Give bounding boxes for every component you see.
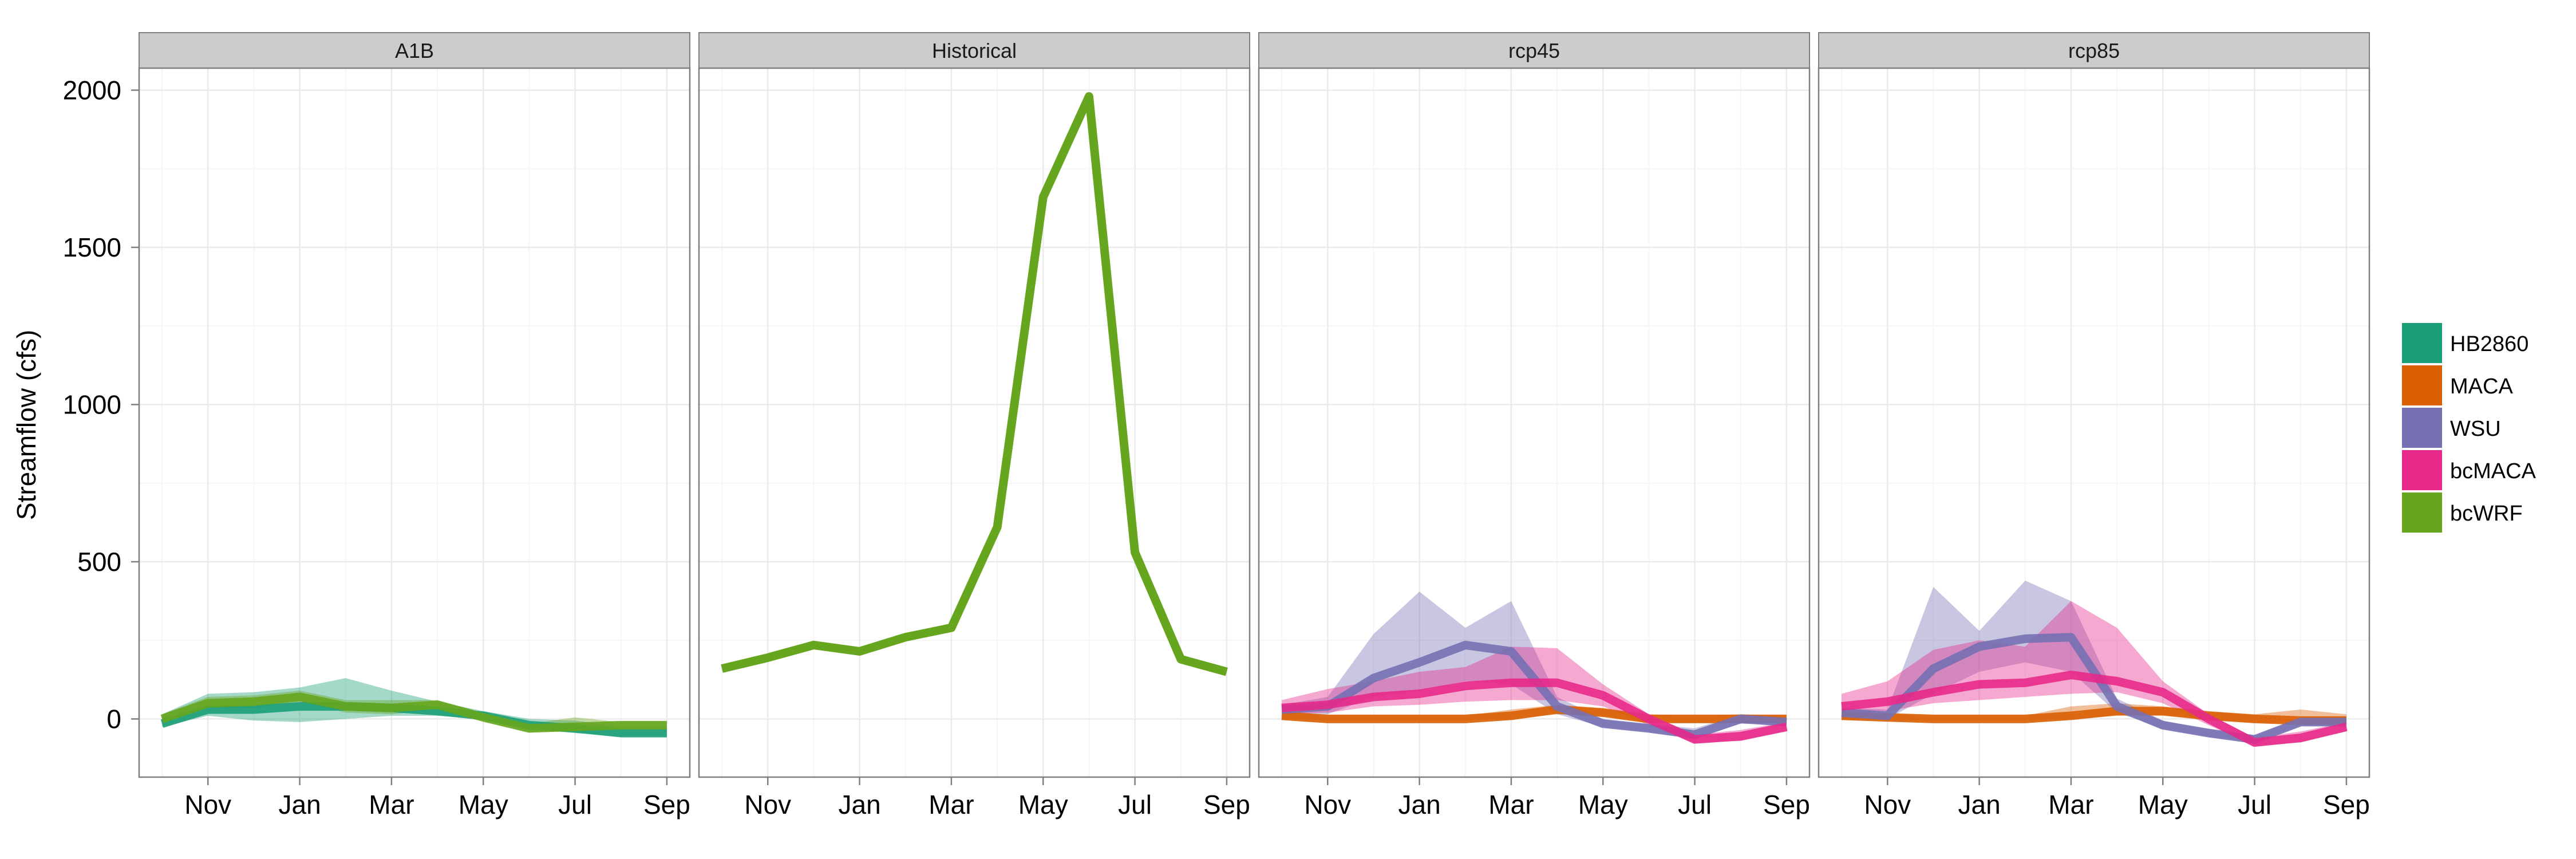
y-tick-label: 0 xyxy=(106,704,121,734)
x-tick-label: Mar xyxy=(1488,790,1534,819)
legend-item-wsu: WSU xyxy=(2400,405,2501,450)
y-axis: 0 500 1000 1500 2000 xyxy=(63,75,139,734)
legend-label: WSU xyxy=(2450,417,2501,441)
x-tick-label: Sep xyxy=(2323,790,2370,819)
x-tick-label: Jul xyxy=(558,790,592,819)
series-line-bcmaca xyxy=(1841,671,2348,747)
plot-background xyxy=(1819,68,2369,777)
y-tick-label: 1500 xyxy=(63,233,121,262)
legend-swatch xyxy=(2402,365,2442,405)
y-tick-label: 2000 xyxy=(63,75,121,105)
series-line-maca xyxy=(1841,707,2346,725)
x-tick-label: Jan xyxy=(838,790,880,819)
x-tick-label: May xyxy=(2138,790,2188,819)
series-line-wsu xyxy=(1841,633,2346,744)
legend-item-maca: MACA xyxy=(2400,363,2513,408)
series-line-maca xyxy=(1281,705,1787,723)
x-tick-label: Jul xyxy=(1678,790,1712,819)
legend-item-bcwrf: bcWRF xyxy=(2400,490,2523,535)
series-line-bcmaca xyxy=(1281,678,1788,744)
legend-label: MACA xyxy=(2450,375,2513,399)
x-tick-label: Nov xyxy=(1864,790,1911,819)
x-tick-label: Sep xyxy=(643,790,690,819)
x-tick-label: Jan xyxy=(1958,790,2000,819)
x-tick-label: Mar xyxy=(2048,790,2093,819)
facet-strip-label: Historical xyxy=(932,39,1017,62)
legend-swatch xyxy=(2402,492,2442,533)
facet-strip xyxy=(1818,32,2370,69)
plot-background xyxy=(1259,68,1809,777)
x-tick-label: Jul xyxy=(2238,790,2271,819)
facet-panel-historical: Historical Nov Jan Mar May Jul Sep xyxy=(698,32,1251,819)
x-tick-label: Nov xyxy=(184,790,231,819)
legend-swatch xyxy=(2402,408,2442,448)
panel-border xyxy=(1818,67,2370,778)
legend-label: bcMACA xyxy=(2450,459,2537,483)
series-line-bcwrf xyxy=(160,692,667,733)
series-line-bcwrf xyxy=(721,92,1228,676)
x-tick-label: Mar xyxy=(929,790,974,819)
x-tick-label: May xyxy=(1578,790,1628,819)
ribbon-bcmaca xyxy=(1282,647,1787,743)
legend-item-hb2860: HB2860 xyxy=(2400,321,2528,365)
facet-panel-rcp85: rcp85 Nov Jan Mar May Jul Sep xyxy=(1818,32,2370,819)
facet-strip xyxy=(139,32,690,69)
legend-swatch xyxy=(2402,323,2442,363)
legend-label: bcWRF xyxy=(2450,502,2523,526)
panel-border xyxy=(138,67,691,778)
legend: HB2860 MACA WSU bcMACA bcWRF xyxy=(2400,321,2537,535)
panel-border xyxy=(1258,67,1811,778)
y-tick-label: 1000 xyxy=(63,389,121,419)
x-tick-label: Nov xyxy=(1304,790,1351,819)
plot-background xyxy=(139,68,690,777)
panels-layer: A1B Nov Jan Mar May Jul Sep Historical Nov Jan Mar… xyxy=(138,32,2370,819)
facet-panel-rcp45: rcp45 Nov Jan Mar May Jul Sep xyxy=(1258,32,1811,819)
facet-strip-label: rcp85 xyxy=(2068,39,2120,62)
y-tick-label: 500 xyxy=(77,547,121,577)
x-tick-label: Sep xyxy=(1203,790,1250,819)
legend-item-bcmaca: bcMACA xyxy=(2400,448,2537,492)
x-tick-label: Jan xyxy=(278,790,321,819)
plot-background xyxy=(699,68,1250,777)
facet-strip xyxy=(1258,32,1810,69)
facet-strip-label: A1B xyxy=(395,39,434,62)
panel-border xyxy=(698,67,1251,778)
x-tick-label: Jul xyxy=(1118,790,1152,819)
ribbon-wsu xyxy=(1282,592,1787,738)
facet-strip-label: rcp45 xyxy=(1508,39,1560,62)
facet-panel-a1b: A1B Nov Jan Mar May Jul Sep xyxy=(138,32,691,819)
y-axis-title: Streamflow (cfs) xyxy=(11,330,41,520)
legend-swatch xyxy=(2402,450,2442,490)
legend-label: HB2860 xyxy=(2450,332,2528,356)
x-tick-label: Nov xyxy=(744,790,791,819)
x-tick-label: Sep xyxy=(1763,790,1810,819)
x-tick-label: Mar xyxy=(369,790,414,819)
x-tick-label: May xyxy=(459,790,508,819)
ribbon-wsu xyxy=(1842,580,2346,743)
x-tick-label: May xyxy=(1018,790,1068,819)
facet-strip xyxy=(698,32,1250,69)
x-tick-label: Jan xyxy=(1398,790,1440,819)
